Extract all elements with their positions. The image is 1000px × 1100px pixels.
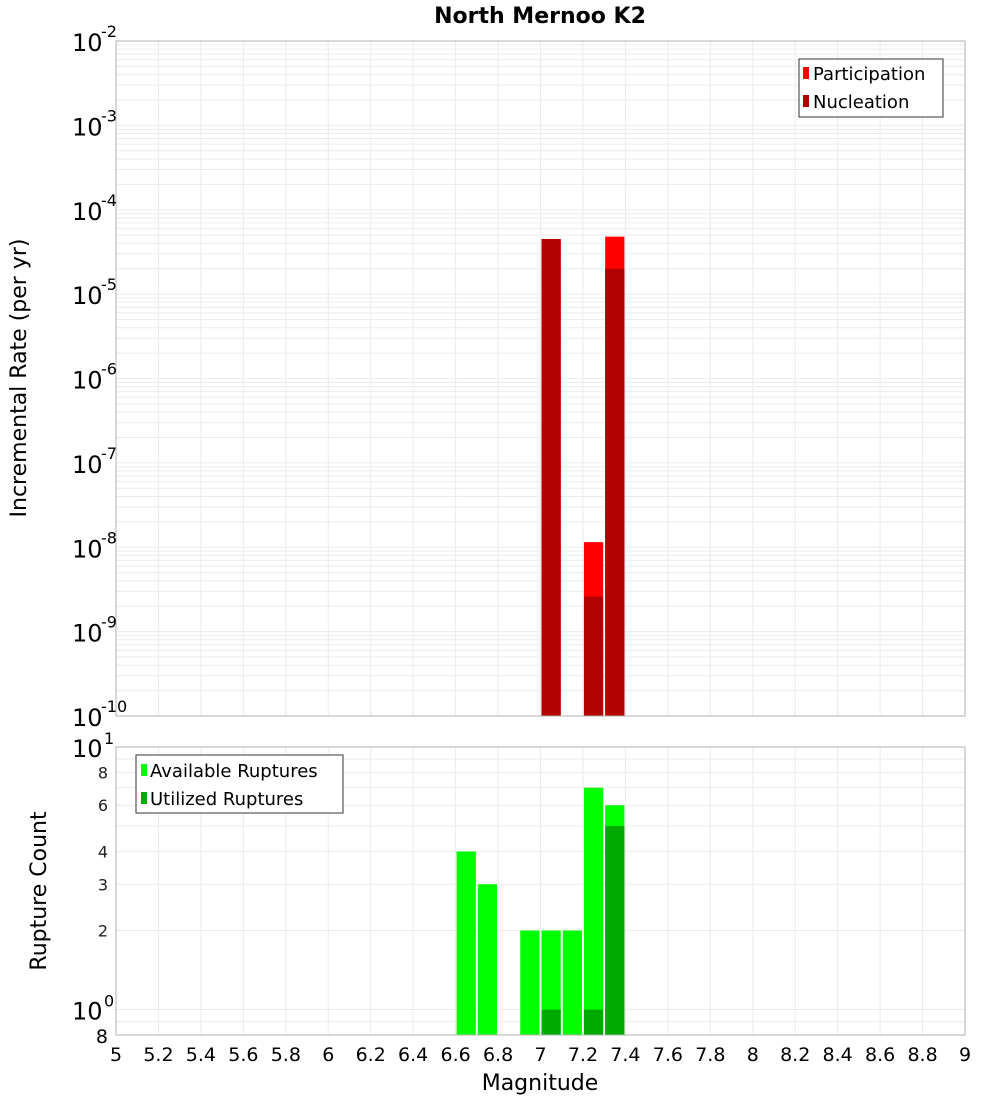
svg-text:10: 10	[72, 367, 103, 395]
svg-text:10: 10	[72, 113, 103, 141]
svg-text:-9: -9	[101, 613, 117, 632]
x-tick-label: 8.2	[780, 1044, 810, 1066]
bottom-y-tick-label: 2	[98, 922, 108, 941]
x-tick-label: 6.6	[440, 1044, 470, 1066]
bottom-y-axis-title: Rupture Count	[27, 811, 52, 971]
utilized-bar	[542, 1010, 561, 1035]
svg-text:10: 10	[72, 998, 103, 1026]
utilized-swatch-icon	[141, 792, 147, 804]
x-tick-label: 9	[959, 1044, 971, 1066]
nucleation-bar	[605, 269, 624, 716]
x-tick-label: 6	[322, 1044, 334, 1066]
nucleation-bar	[542, 239, 561, 716]
svg-text:-5: -5	[101, 275, 117, 294]
bottom-y-tick-label: 8	[96, 1026, 108, 1048]
top-grid	[116, 41, 965, 716]
top-y-tick-label: 10-4	[72, 191, 117, 226]
x-axis-ticks: 5 5.2 5.4 5.6 5.8 6 6.2 6.4 6.6 6.8 7 7.2 7.4 7.6 7.8 8…	[110, 1044, 971, 1066]
chart-title: North Mernoo K2	[434, 4, 646, 29]
top-y-tick-label: 10-8	[72, 528, 117, 563]
legend-nucleation: Nucleation	[813, 92, 909, 113]
x-tick-label: 8.4	[823, 1044, 853, 1066]
svg-text:-6: -6	[101, 360, 117, 379]
top-y-tick-label: 10-7	[72, 444, 117, 479]
svg-text:10: 10	[72, 704, 103, 732]
bottom-y-tick-label: 6	[98, 796, 108, 815]
top-y-tick-label: 10-3	[72, 106, 117, 141]
svg-text:-3: -3	[101, 106, 117, 125]
svg-text:-2: -2	[101, 22, 117, 41]
svg-text:0: 0	[104, 992, 114, 1011]
bottom-y-tick-label: 8	[98, 763, 108, 782]
x-tick-label: 7.2	[568, 1044, 598, 1066]
bottom-plot: 101100864328 Rupture Count Available Rup…	[27, 729, 971, 1096]
x-tick-label: 5.6	[228, 1044, 258, 1066]
svg-text:10: 10	[72, 198, 103, 226]
top-y-tick-label: 10-9	[72, 613, 117, 648]
svg-text:10: 10	[72, 620, 103, 648]
svg-text:10: 10	[72, 735, 103, 763]
svg-text:-8: -8	[101, 528, 117, 547]
x-tick-label: 5.4	[186, 1044, 216, 1066]
legend-participation: Participation	[813, 64, 925, 85]
x-tick-label: 5.2	[143, 1044, 173, 1066]
bottom-y-tick-label: 100	[72, 992, 114, 1026]
bottom-y-axis-ticks: 101100864328	[72, 729, 114, 1048]
bottom-y-tick-label: 101	[72, 729, 114, 763]
available-bar	[457, 851, 476, 1035]
top-plot: 10-210-310-410-510-610-710-810-910-10 In…	[7, 22, 965, 732]
top-y-tick-label: 10-10	[72, 697, 127, 732]
x-tick-label: 8.8	[907, 1044, 937, 1066]
svg-text:-7: -7	[101, 444, 117, 463]
available-bar	[478, 884, 497, 1035]
legend-available: Available Ruptures	[150, 761, 318, 782]
x-tick-label: 7.8	[695, 1044, 725, 1066]
legend-utilized: Utilized Ruptures	[150, 789, 303, 810]
chart-canvas: North Mernoo K2 10-210-310-410-510-610-7…	[0, 0, 1000, 1100]
bottom-y-tick-label: 4	[98, 842, 108, 861]
x-tick-label: 6.4	[398, 1044, 428, 1066]
x-tick-label: 6.8	[483, 1044, 513, 1066]
svg-text:10: 10	[72, 535, 103, 563]
svg-text:10: 10	[72, 282, 103, 310]
top-y-tick-label: 10-2	[72, 22, 117, 57]
top-y-axis-title: Incremental Rate (per yr)	[7, 239, 32, 518]
nucleation-swatch-icon	[803, 95, 809, 107]
participation-swatch-icon	[803, 67, 809, 79]
available-bar	[520, 931, 539, 1035]
x-tick-label: 8.6	[865, 1044, 895, 1066]
bottom-y-tick-label: 3	[98, 875, 108, 894]
nucleation-bar	[584, 597, 603, 716]
x-axis-title: Magnitude	[482, 1071, 599, 1096]
svg-text:-10: -10	[101, 697, 127, 716]
svg-text:10: 10	[72, 451, 103, 479]
available-swatch-icon	[141, 764, 147, 776]
x-tick-label: 8	[747, 1044, 759, 1066]
top-legend: Participation Nucleation	[799, 59, 943, 117]
svg-text:1: 1	[104, 729, 114, 748]
x-tick-label: 7.4	[610, 1044, 640, 1066]
svg-text:10: 10	[72, 29, 103, 57]
utilized-bar	[584, 1010, 603, 1035]
available-bar	[584, 788, 603, 1035]
x-tick-label: 7.6	[653, 1044, 683, 1066]
utilized-bar	[605, 826, 624, 1035]
top-y-tick-label: 10-6	[72, 360, 117, 395]
x-tick-label: 5.8	[271, 1044, 301, 1066]
x-tick-label: 7	[534, 1044, 546, 1066]
bottom-legend: Available Ruptures Utilized Ruptures	[136, 755, 343, 813]
top-y-tick-label: 10-5	[72, 275, 117, 310]
x-tick-label: 5	[110, 1044, 122, 1066]
svg-text:-4: -4	[101, 191, 117, 210]
available-bar	[563, 931, 582, 1035]
x-tick-label: 6.2	[356, 1044, 386, 1066]
